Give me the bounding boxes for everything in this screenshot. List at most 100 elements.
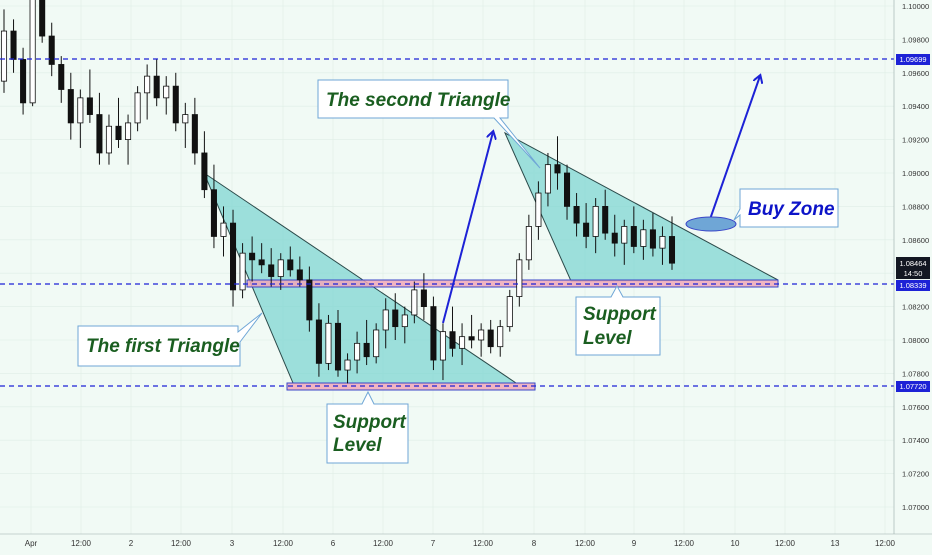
callout-support-level-2: Support Level: [575, 284, 661, 356]
candle: [487, 319, 494, 354]
time-tick-label: 12:00: [71, 539, 92, 548]
price-tick-label: 1.10000: [902, 2, 929, 11]
candle: [420, 273, 427, 320]
candle: [478, 323, 485, 357]
candle: [48, 22, 55, 77]
time-tick-label: 12:00: [875, 539, 896, 548]
candle: [573, 193, 580, 237]
candle: [630, 206, 637, 254]
callout-second-triangle: The second Triangle: [317, 79, 541, 169]
candle: [201, 131, 208, 199]
candle: [268, 248, 275, 287]
candle: [401, 306, 408, 344]
target-arrow: [707, 76, 760, 226]
candle: [602, 189, 609, 240]
time-tick-label: 12:00: [674, 539, 695, 548]
time-tick-label: 12:00: [575, 539, 596, 548]
candle: [105, 114, 112, 165]
time-tick-label: 6: [331, 539, 336, 548]
candle: [334, 309, 342, 377]
candle: [249, 236, 256, 282]
candle: [67, 72, 74, 140]
candle: [86, 69, 93, 123]
candle: [287, 246, 294, 277]
price-tick-label: 1.07000: [902, 503, 929, 512]
candle: [649, 213, 656, 257]
candle: [449, 306, 456, 357]
candle: [344, 353, 351, 384]
candle: [0, 9, 8, 93]
price-tick-label: 1.08000: [902, 336, 929, 345]
candle: [191, 97, 198, 165]
support-upper-price: 1.08339: [899, 281, 926, 290]
candle: [125, 114, 132, 165]
time-tick-label: 12:00: [775, 539, 796, 548]
time-tick-label: 7: [431, 539, 436, 548]
support-2-line1: Support: [583, 304, 656, 325]
support-1-line2: Level: [333, 435, 382, 456]
time-tick-label: 12:00: [373, 539, 394, 548]
price-label-current: 1.08464 14:50: [896, 257, 930, 279]
time-tick-label: 12:00: [273, 539, 294, 548]
price-tick-label: 1.09200: [902, 136, 929, 145]
first-triangle-label: The first Triangle: [86, 336, 240, 357]
time-tick-label: 2: [129, 539, 134, 548]
price-tick-label: 1.07200: [902, 470, 929, 479]
candle: [144, 64, 151, 120]
candle: [306, 266, 313, 332]
candle: [564, 164, 571, 220]
candle: [29, 0, 36, 107]
candle: [315, 303, 322, 377]
support-lower-price: 1.07720: [899, 382, 926, 391]
time-axis-ticks: Apr 12:00 2 12:00 3 12:00 6 12:00 7 12:00 8 12:00 9 1…: [25, 539, 896, 548]
time-tick-label: 9: [632, 539, 637, 548]
candle: [354, 331, 361, 374]
candle: [182, 102, 189, 148]
price-tick-label: 1.09800: [902, 35, 929, 44]
candle: [39, 0, 46, 43]
support-1-line1: Support: [333, 412, 406, 433]
candle: [621, 219, 628, 265]
candle: [411, 281, 418, 324]
candle: [96, 92, 103, 165]
price-tick-label: 1.07400: [902, 436, 929, 445]
candle: [153, 59, 160, 107]
candle: [554, 136, 561, 190]
candle: [516, 253, 523, 307]
candle: [439, 323, 446, 381]
candle: [668, 216, 676, 270]
candle: [115, 97, 122, 148]
price-tick-label: 1.08600: [902, 236, 929, 245]
price-label-support-lower: 1.07720: [896, 381, 930, 392]
candle: [172, 72, 179, 132]
current-price: 1.08464: [899, 259, 926, 268]
price-tick-label: 1.08800: [902, 202, 929, 211]
candle: [58, 56, 65, 103]
candle: [392, 293, 399, 340]
candle: [20, 47, 27, 115]
callout-first-triangle: The first Triangle: [77, 312, 263, 367]
candle: [220, 206, 227, 257]
price-tick-label: 1.09600: [902, 69, 929, 78]
breakout-arrow: [442, 132, 493, 324]
candle: [535, 181, 542, 240]
candle: [363, 319, 370, 366]
callout-buy-zone: Buy Zone: [733, 188, 839, 228]
candle: [373, 323, 380, 364]
price-tick-label: 1.08200: [902, 303, 929, 312]
price-axis-ticks: 1.10000 1.09800 1.09600 1.09400 1.09200 1.090…: [902, 2, 929, 512]
time-tick-label: 10: [731, 539, 740, 548]
buy-zone-label: Buy Zone: [748, 199, 835, 220]
candle: [258, 243, 265, 274]
resistance-price: 1.09699: [899, 55, 926, 64]
candle: [544, 152, 551, 207]
candle: [134, 86, 141, 132]
candle: [296, 256, 303, 287]
candle: [611, 214, 618, 257]
candle: [525, 214, 532, 270]
candle: [210, 164, 217, 249]
price-label-support-upper: 1.08339: [896, 280, 930, 291]
price-tick-label: 1.07800: [902, 369, 929, 378]
